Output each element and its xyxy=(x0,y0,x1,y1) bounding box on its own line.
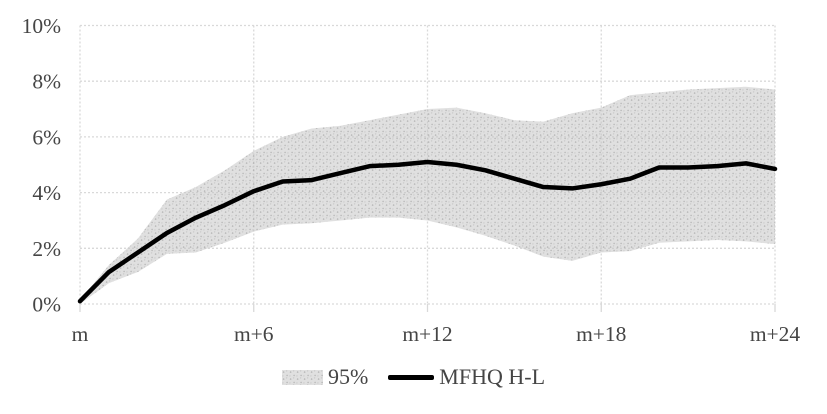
gridlines xyxy=(79,24,776,305)
x-tick-label: m+18 xyxy=(576,322,626,346)
line-swatch-icon xyxy=(388,374,435,380)
series-line xyxy=(77,159,778,304)
y-tick-label: 4% xyxy=(32,181,61,205)
legend-label-line: MFHQ H-L xyxy=(439,364,546,389)
confidence-band xyxy=(80,86,775,305)
x-tick-label: m+24 xyxy=(750,322,801,346)
y-tick-label: 0% xyxy=(32,293,61,317)
y-tick-label: 10% xyxy=(22,14,62,38)
legend: 95% MFHQ H-L xyxy=(0,360,827,394)
x-tick-label: m xyxy=(72,322,89,346)
y-tick-label: 8% xyxy=(32,70,61,94)
legend-label-band: 95% xyxy=(327,364,369,389)
y-tick-label: 2% xyxy=(32,237,61,261)
legend-item-band: 95% xyxy=(281,364,369,389)
band-swatch-icon xyxy=(281,369,323,385)
x-tick-label: m+6 xyxy=(234,322,274,346)
axes: 0% 2% 4% 6% 8% 10% m m+6 m+12 m+18 m+24 xyxy=(22,14,801,346)
series xyxy=(77,86,778,305)
y-tick-label: 6% xyxy=(32,125,61,149)
legend-item-line: MFHQ H-L xyxy=(388,366,545,388)
plot-area: 0% 2% 4% 6% 8% 10% m m+6 m+12 m+18 m+24 xyxy=(22,14,801,346)
x-tick-label: m+12 xyxy=(402,322,452,346)
